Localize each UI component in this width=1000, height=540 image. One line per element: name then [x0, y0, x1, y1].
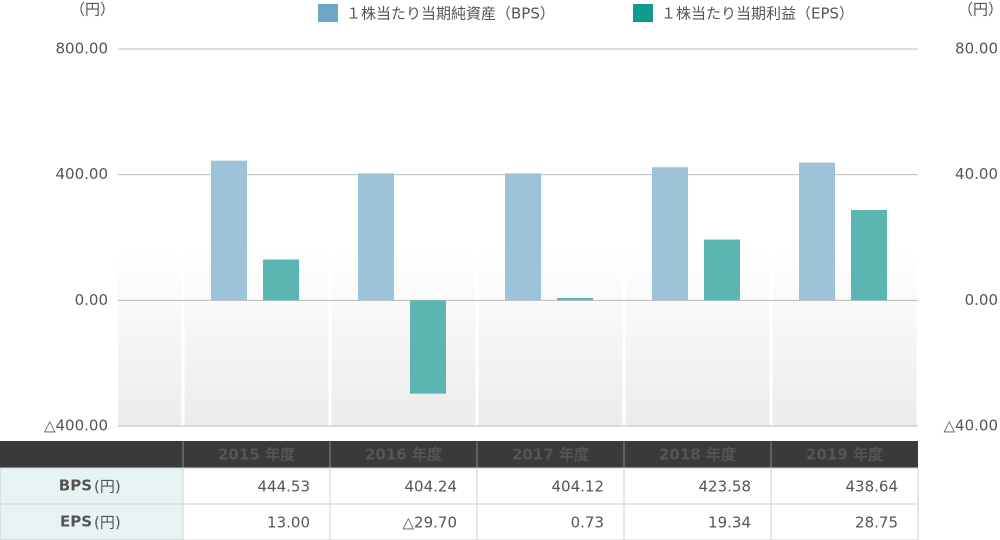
y2-tick-label: 40.00 — [955, 165, 998, 183]
y-tick-label: 0.00 — [75, 291, 108, 309]
table-value: 28.75 — [855, 514, 898, 532]
table-value: 423.58 — [699, 478, 752, 496]
table-row-label: BPS — [59, 477, 92, 495]
table-value: 13.00 — [267, 514, 310, 532]
bar — [557, 298, 593, 301]
bar — [851, 210, 887, 301]
legend-label: １株当たり当期純資産（BPS） — [346, 5, 555, 23]
y2-tick-label: △40.00 — [944, 417, 998, 435]
y-tick-label: △400.00 — [44, 417, 108, 435]
bar — [505, 173, 541, 301]
table-header-label: 2017 年度 — [512, 446, 590, 464]
table-value: 0.73 — [571, 514, 604, 532]
bar — [652, 167, 688, 301]
table-value: 404.12 — [552, 478, 605, 496]
y2-unit: （円） — [958, 1, 1000, 19]
y-tick-label: 400.00 — [56, 165, 109, 183]
table-value: △29.70 — [403, 514, 457, 532]
table-value: 404.24 — [405, 478, 458, 496]
table-header — [0, 441, 918, 468]
y2-tick-label: 80.00 — [955, 40, 998, 58]
table-value: 444.53 — [258, 478, 311, 496]
table-header-label: 2018 年度 — [659, 446, 737, 464]
bar — [358, 173, 394, 301]
bar — [211, 160, 247, 301]
table-row-unit: (円) — [94, 514, 121, 532]
table-row — [182, 503, 919, 540]
table-row-unit: (円) — [94, 478, 121, 496]
legend-label: １株当たり当期利益（EPS） — [661, 5, 854, 23]
legend-swatch — [633, 4, 653, 22]
table-header-label: 2015 年度 — [218, 446, 296, 464]
table-row-label: EPS — [60, 513, 92, 531]
y2-tick-label: 0.00 — [965, 291, 998, 309]
table-value: 438.64 — [846, 478, 899, 496]
bar — [263, 259, 299, 301]
bar — [410, 300, 446, 394]
table-header-label: 2019 年度 — [806, 446, 884, 464]
bar — [704, 239, 740, 301]
table-value: 19.34 — [708, 514, 751, 532]
legend-swatch — [318, 4, 338, 22]
y-tick-label: 800.00 — [56, 40, 109, 58]
table-header-label: 2016 年度 — [365, 446, 443, 464]
y-unit: （円） — [70, 1, 115, 19]
bar — [799, 162, 835, 301]
